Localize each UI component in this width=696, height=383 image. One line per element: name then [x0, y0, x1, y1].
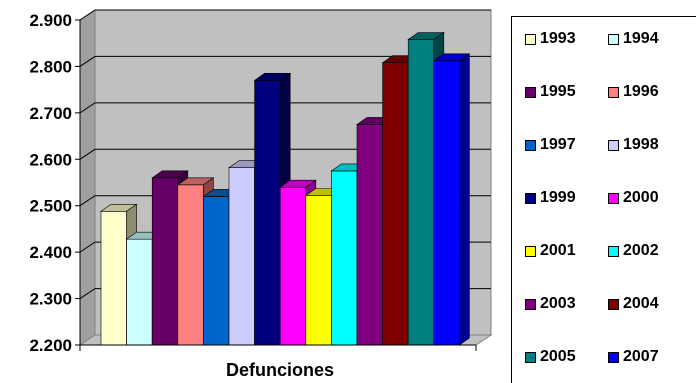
- legend-label: 2005: [540, 348, 576, 365]
- bar-side: [459, 53, 470, 346]
- legend-item-2003: 2003: [525, 295, 576, 313]
- y-tick-label: 2.400: [29, 243, 72, 262]
- legend-label: 2007: [623, 348, 659, 365]
- gridline: [79, 102, 491, 114]
- legend-swatch: [525, 245, 536, 257]
- legend-swatch: [608, 245, 619, 257]
- legend-item-2004: 2004: [608, 295, 659, 313]
- legend-item-1993: 1993: [525, 30, 576, 48]
- bar-chart: 2.200 2.300 2.400 2.500 2.600 2.700 2.800 2.900…: [29, 9, 493, 380]
- legend-label: 1996: [623, 83, 659, 100]
- value-axis: 2.200 2.300 2.400 2.500 2.600 2.700 2.800 2.900: [29, 11, 477, 355]
- legend-item-2002: 2002: [608, 242, 659, 260]
- legend-item-2007: 2007: [608, 348, 659, 366]
- legend-swatch: [525, 139, 536, 151]
- bar-2007: [432, 53, 471, 346]
- legend-swatch: [608, 33, 619, 45]
- legend-label: 2000: [623, 189, 659, 206]
- y-tick-label: 2.700: [29, 104, 72, 123]
- bar-front: [177, 184, 204, 346]
- legend-swatch: [608, 139, 619, 151]
- bar-front: [228, 167, 255, 346]
- bar-front: [254, 80, 281, 346]
- legend-label: 1994: [623, 30, 659, 47]
- legend-item-2000: 2000: [608, 189, 659, 207]
- bar-front: [407, 39, 435, 346]
- bar-front: [203, 196, 230, 346]
- legend-swatch: [525, 192, 536, 204]
- legend-swatch: [525, 351, 536, 363]
- legend-swatch: [525, 33, 536, 45]
- legend-swatch: [608, 86, 619, 98]
- y-tick-label: 2.900: [29, 11, 72, 30]
- legend: 1993 1994 1995 1996 1997 1998 1999 2000 2001 2002…: [511, 16, 696, 383]
- legend-item-1998: 1998: [608, 136, 659, 154]
- bar-front: [151, 177, 179, 346]
- y-tick-label: 2.600: [29, 150, 72, 169]
- legend-item-2001: 2001: [525, 242, 576, 260]
- legend-item-1994: 1994: [608, 30, 659, 48]
- gridline: [79, 55, 491, 67]
- bar-front: [126, 238, 153, 346]
- bar-front: [356, 124, 383, 346]
- bar-series: [100, 31, 471, 346]
- bar-front: [382, 62, 409, 346]
- legend-label: 1993: [540, 30, 576, 47]
- legend-item-1995: 1995: [525, 83, 576, 101]
- legend-label: 2001: [540, 242, 576, 259]
- legend-item-2005: 2005: [525, 348, 576, 366]
- legend-label: 2004: [623, 295, 659, 312]
- legend-swatch: [608, 298, 619, 310]
- y-tick-label: 2.500: [29, 197, 72, 216]
- legend-label: 1995: [540, 83, 576, 100]
- legend-label: 1998: [623, 136, 659, 153]
- gridline: [79, 9, 491, 21]
- x-axis-label: Defunciones: [226, 360, 334, 380]
- side-wall: [79, 9, 96, 346]
- legend-label: 1997: [540, 136, 576, 153]
- legend-swatch: [525, 86, 536, 98]
- legend-label: 2003: [540, 295, 576, 312]
- bar-front: [433, 60, 460, 346]
- legend-swatch: [525, 298, 536, 310]
- legend-label: 1999: [540, 189, 576, 206]
- y-tick-label: 2.200: [29, 336, 72, 355]
- bar-front: [100, 210, 127, 346]
- legend-swatch: [608, 351, 619, 363]
- bar-front: [331, 170, 358, 346]
- bar-front: [305, 195, 332, 346]
- legend-item-1999: 1999: [525, 189, 576, 207]
- y-tick-label: 2.300: [29, 290, 72, 309]
- bar-front: [279, 186, 307, 346]
- legend-item-1996: 1996: [608, 83, 659, 101]
- legend-item-1997: 1997: [525, 136, 576, 154]
- legend-label: 2002: [623, 242, 659, 259]
- legend-swatch: [608, 192, 619, 204]
- y-tick-label: 2.800: [29, 57, 72, 76]
